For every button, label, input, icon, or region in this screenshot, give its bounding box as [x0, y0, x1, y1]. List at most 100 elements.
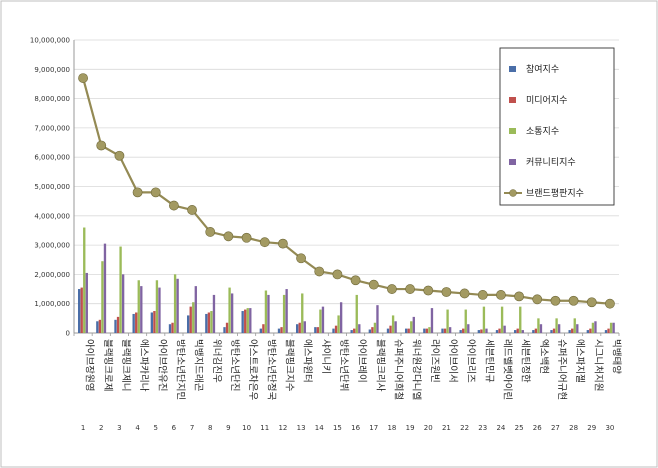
x-category-label: 위너김진우 [211, 339, 223, 383]
bar-2-item-24 [498, 328, 501, 333]
brand-score-point-7 [187, 205, 197, 215]
brand-score-point-11 [259, 237, 270, 248]
rank-number: 30 [605, 424, 614, 432]
bar-1-item-18 [386, 328, 390, 333]
y-tick-label: 1,000,000 [34, 300, 70, 308]
rank-number: 20 [424, 424, 433, 432]
bar-2-item-18 [389, 325, 392, 333]
rank-number: 2 [99, 424, 103, 432]
y-tick-label: 4,000,000 [34, 212, 70, 220]
bar-1-item-12 [277, 328, 281, 333]
brand-score-point-29 [586, 297, 597, 308]
bar-4-item-28 [576, 324, 579, 333]
brand-score-point-18 [387, 284, 397, 294]
bar-1-item-20 [423, 328, 426, 333]
legend-swatch-2 [509, 97, 516, 103]
bar-3-item-5 [155, 280, 159, 333]
bar-2-item-23 [480, 329, 483, 333]
brand-score-point-15 [332, 269, 343, 280]
bar-1-item-9 [223, 327, 226, 333]
bar-4-item-26 [539, 324, 543, 333]
bar-4-item-21 [448, 327, 452, 333]
bar-2-item-25 [516, 328, 519, 333]
bar-3-item-24 [500, 306, 504, 333]
x-category-label: 에스파윈터 [302, 339, 313, 383]
bar-4-item-12 [285, 289, 288, 333]
legend-label-1: 참여지수 [526, 63, 559, 75]
bar-4-item-19 [412, 316, 415, 333]
bar-2-item-11 [262, 324, 265, 333]
bar-2-item-28 [571, 328, 574, 333]
rank-number: 10 [242, 424, 251, 432]
x-category-label: 블랙핑크지수 [283, 339, 294, 392]
bar-1-item-8 [205, 313, 208, 333]
x-category-label: 아이브안유진 [156, 339, 167, 391]
bar-4-item-18 [394, 321, 397, 333]
rank-number: 16 [351, 424, 360, 432]
bar-2-item-5 [153, 311, 156, 333]
bar-4-item-17 [376, 305, 379, 333]
x-category-label: 아이브장원영 [84, 339, 95, 391]
bar-3-item-26 [537, 318, 540, 333]
bar-3-item-1 [83, 227, 86, 333]
x-category-label: 방탄소년단진 [229, 339, 240, 391]
x-category-label: 라이즈원빈 [429, 339, 440, 383]
bar-3-item-19 [410, 321, 413, 333]
x-category-label: 아이브레이 [356, 339, 367, 383]
bar-1-item-6 [168, 324, 172, 333]
bar-3-item-12 [282, 294, 286, 333]
x-category-label: 슈퍼주니어규현 [556, 339, 567, 400]
rank-number: 6 [172, 424, 177, 432]
bar-4-item-24 [503, 325, 506, 333]
bar-series [77, 227, 615, 333]
x-category-label: 아이브리즈 [465, 339, 476, 383]
rank-number: 12 [278, 424, 287, 432]
x-category-label: 아이브이서 [447, 339, 458, 383]
bar-4-item-30 [612, 322, 615, 333]
rank-number: 14 [315, 424, 324, 432]
bar-1-item-10 [241, 311, 244, 333]
brand-score-point-24 [496, 290, 506, 300]
bar-4-item-15 [339, 302, 343, 333]
rank-number: 28 [569, 424, 578, 432]
bar-3-item-21 [446, 309, 449, 333]
bar-3-item-11 [264, 290, 268, 333]
bar-4-item-9 [230, 293, 234, 333]
bar-1-item-23 [477, 330, 481, 333]
rank-number: 18 [387, 424, 396, 432]
bar-2-item-29 [589, 328, 592, 333]
bar-3-item-10 [246, 308, 249, 333]
legend-label-2: 미디어지수 [526, 95, 567, 106]
brand-score-point-28 [568, 295, 579, 306]
bar-4-item-25 [521, 330, 524, 333]
bar-2-item-26 [534, 328, 538, 333]
bar-2-item-30 [607, 328, 610, 333]
y-tick-label: 0 [66, 330, 70, 338]
brand-score-point-16 [350, 275, 361, 286]
x-category-label: 빅뱅태양 [610, 339, 621, 374]
bar-4-item-5 [158, 287, 161, 333]
bar-2-item-17 [371, 327, 374, 333]
bar-3-item-28 [573, 318, 576, 333]
bar-4-item-13 [303, 321, 306, 333]
bar-3-item-3 [119, 246, 122, 333]
brand-score-point-6 [169, 200, 179, 211]
bar-2-item-15 [334, 325, 338, 333]
bar-4-item-11 [267, 294, 270, 333]
x-category-label: 블랙핑크리사 [374, 339, 385, 392]
rank-number: 7 [190, 424, 194, 432]
bar-3-item-16 [355, 294, 358, 333]
legend-box [499, 47, 615, 206]
bar-1-item-30 [604, 330, 608, 333]
x-category-label: 시그니처지원 [592, 339, 604, 391]
bar-3-item-25 [519, 306, 522, 333]
brand-score-point-1 [78, 73, 88, 83]
bar-1-item-21 [441, 328, 444, 333]
brand-score-point-4 [132, 187, 143, 198]
brand-score-point-21 [441, 287, 452, 297]
bar-3-item-8 [210, 311, 213, 333]
x-category-label: 레드벨벳아이린 [501, 339, 512, 400]
legend-swatch-1 [509, 66, 516, 72]
